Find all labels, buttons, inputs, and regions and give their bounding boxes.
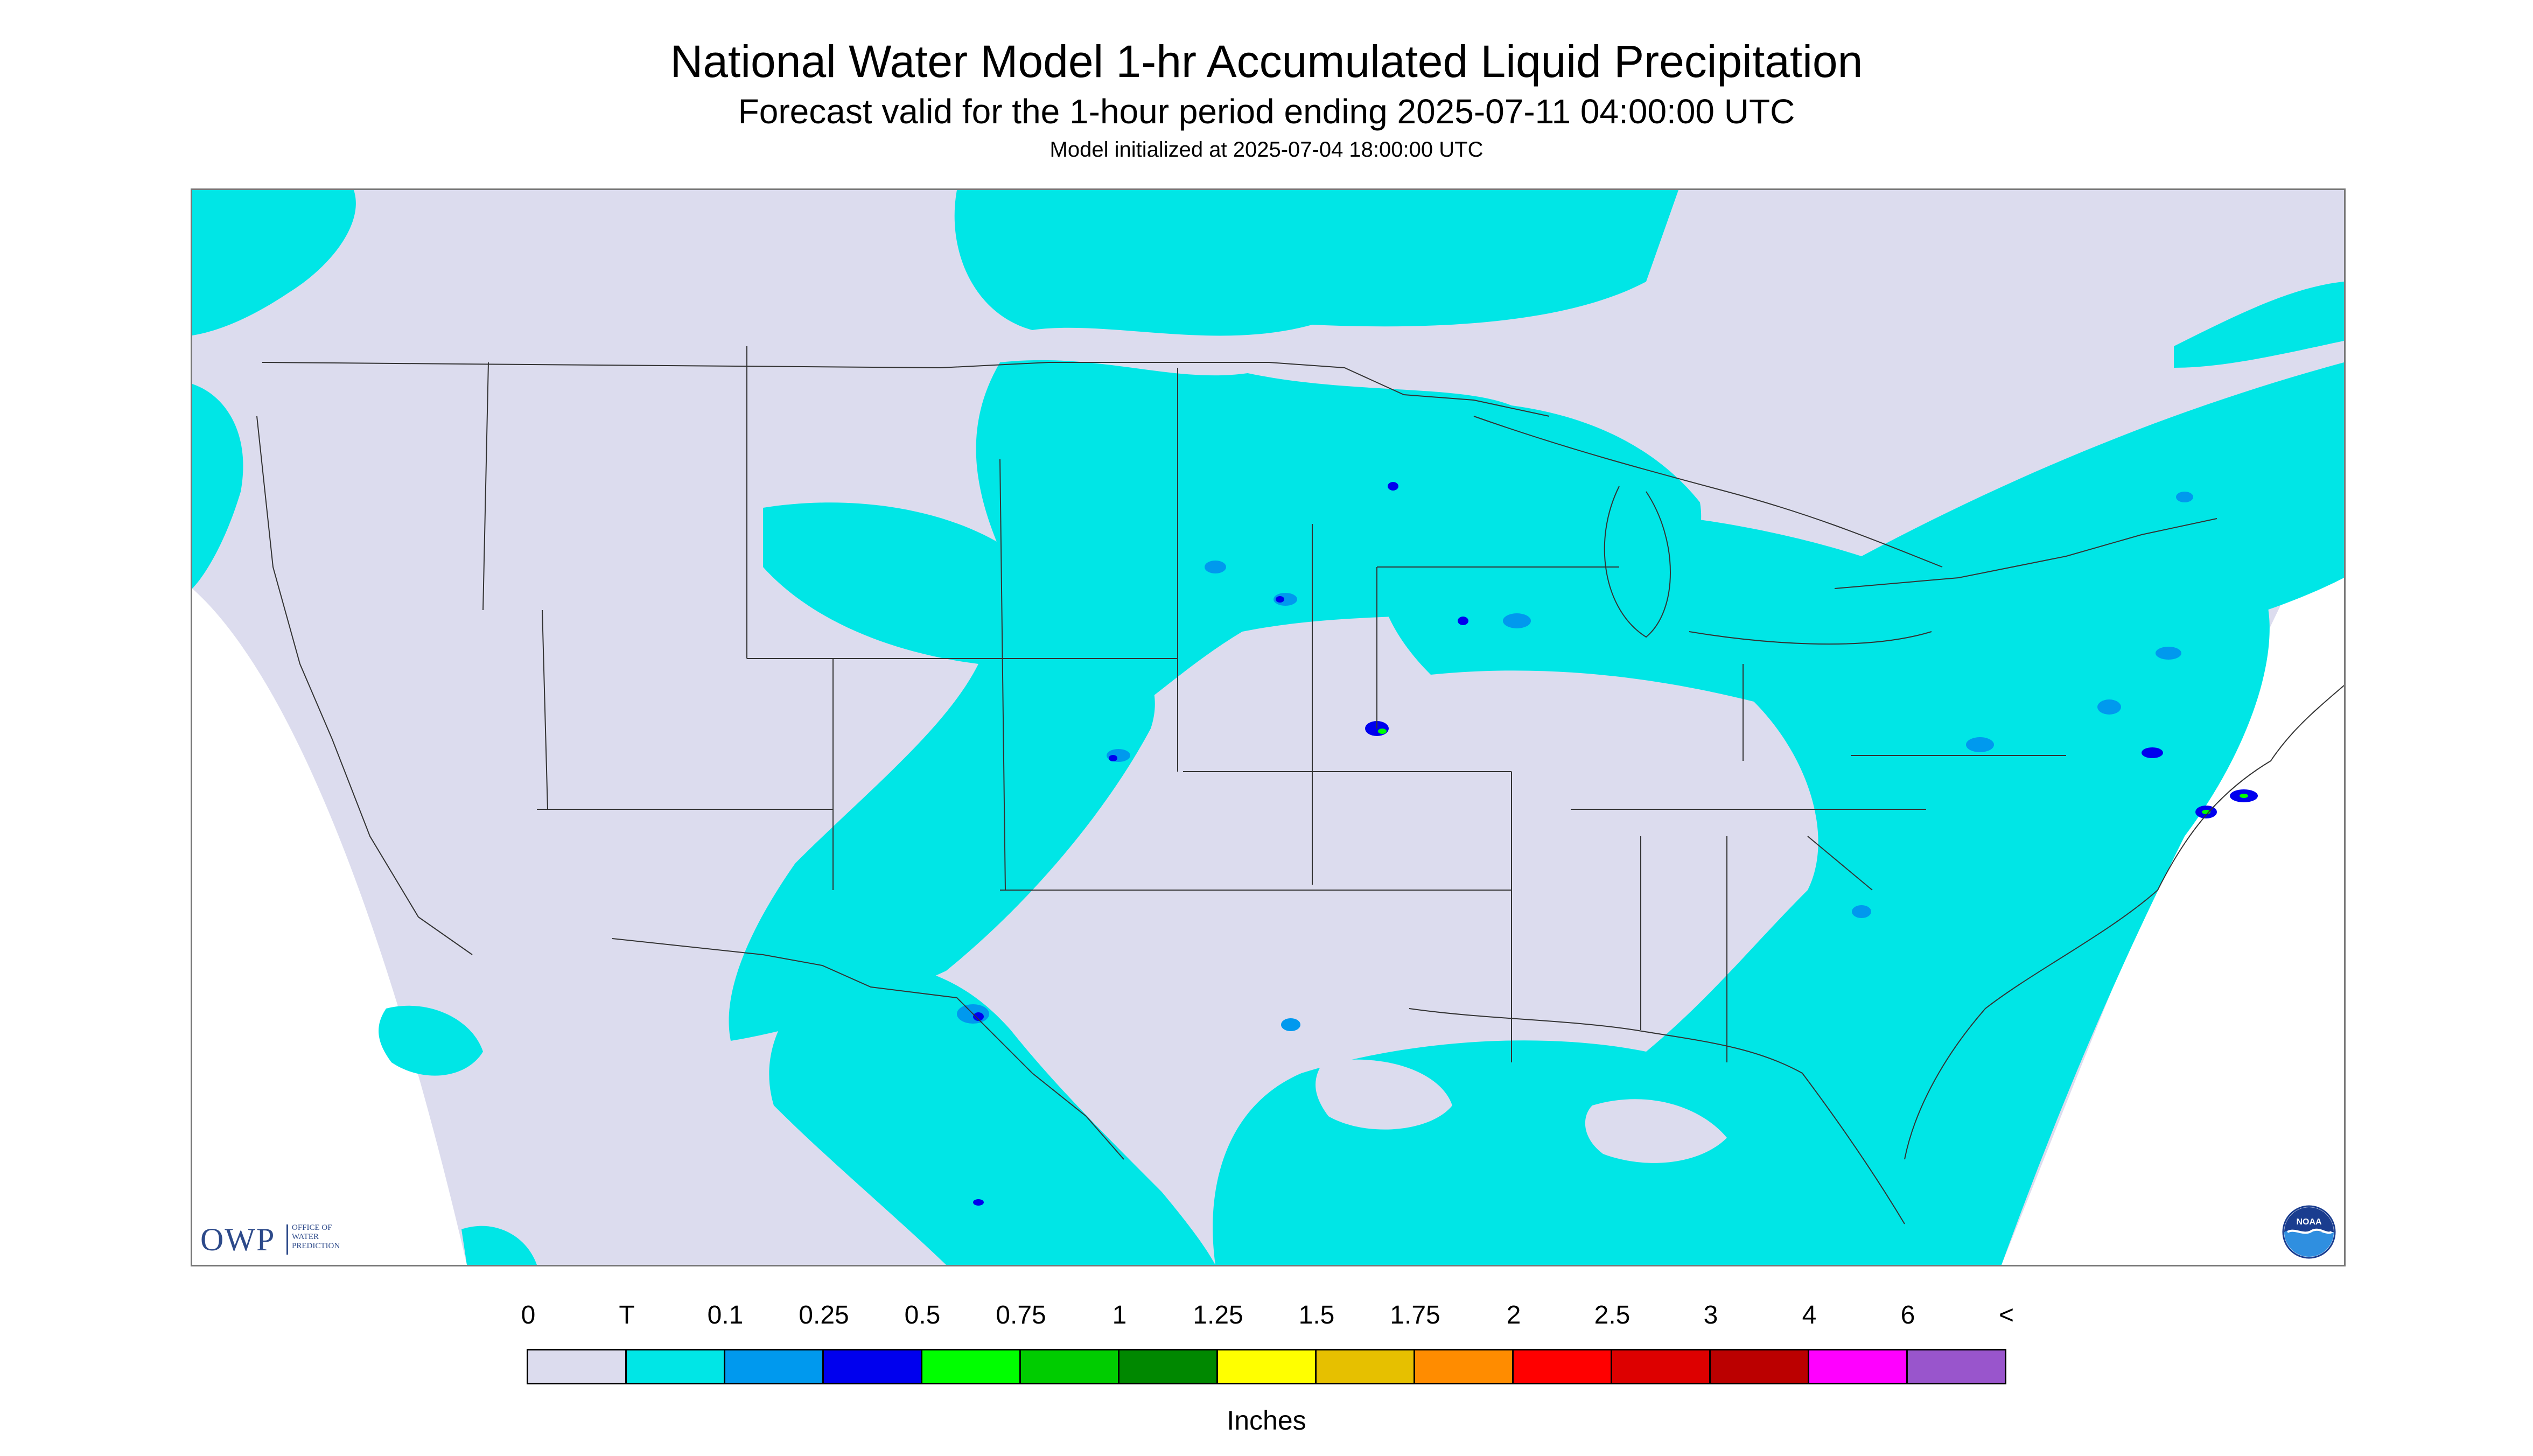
pacific-coastline bbox=[256, 416, 473, 955]
legend-label: 0.1 bbox=[707, 1301, 744, 1329]
owp-logo-text: OFFICE OF WATER PREDICTION bbox=[292, 1223, 367, 1251]
legend-label: 1.75 bbox=[1390, 1301, 1440, 1329]
us-mexico-border bbox=[612, 938, 1124, 1160]
colorbar-swatch bbox=[1809, 1350, 1908, 1383]
legend-label: 6 bbox=[1900, 1301, 1915, 1329]
map-title: National Water Model 1-hr Accumulated Li… bbox=[670, 36, 1863, 87]
heavy-precip-layer bbox=[1378, 729, 2248, 814]
atlantic-coastline bbox=[1904, 685, 2344, 1160]
gulf-coastline bbox=[1409, 1008, 1905, 1224]
precipitation-colorbar bbox=[527, 1349, 2006, 1384]
legend-label: 2 bbox=[1506, 1301, 1521, 1329]
trace-precip-layer bbox=[192, 190, 2344, 1265]
colorbar-swatch bbox=[1317, 1350, 1415, 1383]
legend-labels: 0 T 0.1 0.25 0.5 0.75 1 1.25 1.5 1.75 2 … bbox=[0, 1300, 2533, 1333]
colorbar-swatch bbox=[824, 1350, 922, 1383]
legend-label: 1.25 bbox=[1193, 1301, 1243, 1329]
colorbar-swatch bbox=[1711, 1350, 1809, 1383]
colorbar-swatch bbox=[528, 1350, 627, 1383]
colorbar-swatch bbox=[1119, 1350, 1218, 1383]
colorbar-swatch bbox=[1612, 1350, 1711, 1383]
colorbar-swatch bbox=[1218, 1350, 1317, 1383]
colorbar-swatch bbox=[1908, 1350, 2005, 1383]
model-initialized-text: Model initialized at 2025-07-04 18:00:00… bbox=[1049, 138, 1484, 162]
legend-label: 0.25 bbox=[799, 1301, 849, 1329]
colorbar-swatch bbox=[627, 1350, 725, 1383]
legend-label: 1 bbox=[1112, 1301, 1127, 1329]
owp-logo-separator bbox=[286, 1224, 288, 1255]
owp-logo-line1: OFFICE OF bbox=[292, 1223, 332, 1232]
colorbar-swatch bbox=[1514, 1350, 1612, 1383]
map-canvas bbox=[192, 190, 2344, 1265]
forecast-valid-subtitle: Forecast valid for the 1-hour period end… bbox=[738, 92, 1795, 131]
owp-logo-line2: WATER bbox=[292, 1233, 319, 1241]
state-and-country-boundaries bbox=[256, 346, 2344, 1224]
noaa-logo-text: NOAA bbox=[2296, 1217, 2322, 1227]
colorbar-swatch bbox=[725, 1350, 824, 1383]
noaa-logo-icon: NOAA bbox=[2282, 1205, 2336, 1259]
legend-label: 0.5 bbox=[904, 1301, 941, 1329]
colorbar-swatch bbox=[1021, 1350, 1119, 1383]
legend-label: T bbox=[619, 1301, 635, 1329]
legend-label: 1.5 bbox=[1298, 1301, 1335, 1329]
great-lakes-outline bbox=[1473, 416, 1943, 645]
legend-label: < bbox=[1998, 1301, 2014, 1329]
canada-us-border-east bbox=[1834, 518, 2217, 589]
state-lines bbox=[482, 346, 2066, 1062]
owp-logo-letters: OWP bbox=[200, 1222, 276, 1257]
legend-label: 0 bbox=[521, 1301, 536, 1329]
light-precip-layer bbox=[957, 492, 2193, 1031]
precipitation-map bbox=[191, 188, 2346, 1266]
canada-us-border bbox=[262, 362, 1550, 417]
legend-units-label: Inches bbox=[1227, 1405, 1306, 1436]
legend-label: 4 bbox=[1802, 1301, 1817, 1329]
colorbar-swatch bbox=[922, 1350, 1021, 1383]
owp-logo-line3: PREDICTION bbox=[292, 1242, 340, 1250]
legend-label: 2.5 bbox=[1594, 1301, 1631, 1329]
legend-label: 3 bbox=[1703, 1301, 1718, 1329]
legend-label: 0.75 bbox=[996, 1301, 1046, 1329]
colorbar-swatch bbox=[1415, 1350, 1514, 1383]
